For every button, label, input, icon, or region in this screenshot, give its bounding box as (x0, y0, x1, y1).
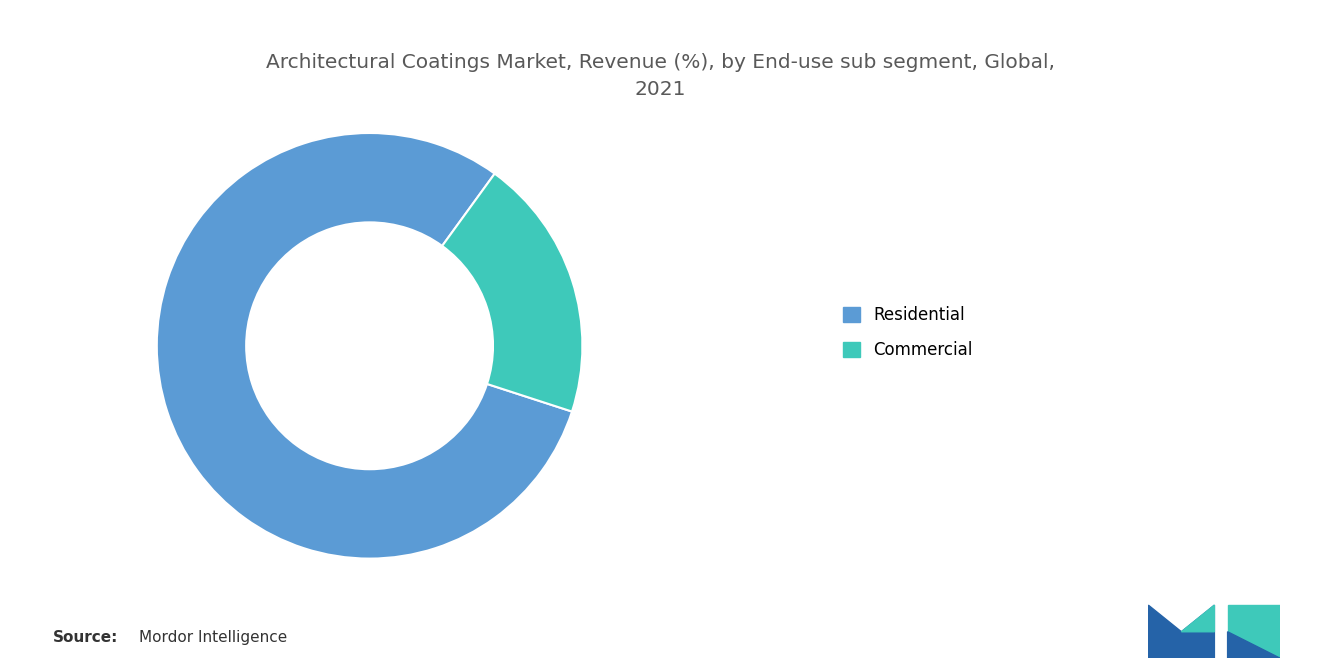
Polygon shape (1148, 605, 1214, 658)
Text: Mordor Intelligence: Mordor Intelligence (139, 630, 286, 645)
Legend: Residential, Commercial: Residential, Commercial (826, 289, 990, 376)
Text: Source:: Source: (53, 630, 119, 645)
Polygon shape (1228, 632, 1280, 658)
Wedge shape (442, 174, 582, 412)
Polygon shape (1181, 605, 1214, 632)
Text: Architectural Coatings Market, Revenue (%), by End-use sub segment, Global,
2021: Architectural Coatings Market, Revenue (… (265, 53, 1055, 98)
Polygon shape (1228, 605, 1280, 658)
Wedge shape (157, 133, 572, 559)
